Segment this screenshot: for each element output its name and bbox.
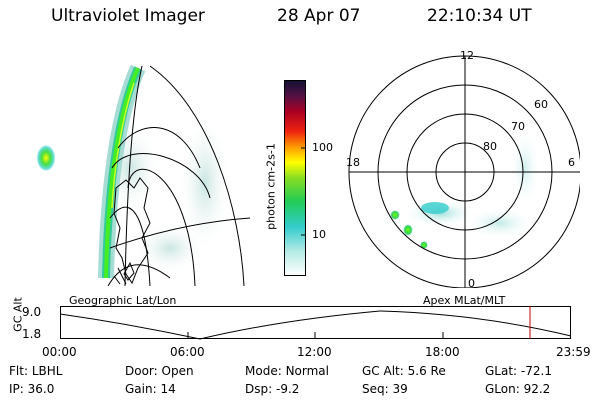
polar-emission (510, 128, 540, 208)
apex-coordinate-label: Apex MLat/MLT (423, 294, 506, 307)
mlt-label-6: 6 (568, 156, 575, 169)
projection-label: Geographic Lat/Lon (69, 294, 177, 307)
door-info: Door: Open (125, 364, 194, 378)
gain-info: Gain: 14 (125, 382, 176, 396)
ip-value: 36.0 (27, 382, 55, 396)
glon-label: GLon: (485, 382, 520, 396)
seq-info: Seq: 39 (362, 382, 408, 396)
gain-value: 14 (160, 382, 176, 396)
coastline (113, 267, 127, 285)
filter-value: LBHL (31, 364, 63, 378)
gain-label: Gain: (125, 382, 157, 396)
auroral-limb-bright (111, 82, 135, 209)
geographic-map-panel (36, 64, 250, 286)
polar-emission (465, 207, 535, 239)
ip-info: IP: 36.0 (9, 382, 54, 396)
mlt-label-12: 12 (460, 49, 474, 62)
coastline (113, 177, 151, 285)
gc-alt-info: GC Alt: 5.6 Re (362, 364, 446, 378)
mode-label: Mode: (245, 364, 282, 378)
auroral-limb-core (104, 67, 140, 279)
door-value: Open (161, 364, 194, 378)
page-title: Ultraviolet Imager (51, 6, 205, 26)
observation-date: 28 Apr 07 (277, 6, 361, 26)
dsp-value: -9.2 (275, 382, 300, 396)
seq-value: 39 (392, 382, 408, 396)
polar-mlat-mlt-plot (348, 55, 580, 288)
dsp-info: Dsp: -9.2 (245, 382, 299, 396)
altitude-tick-max: 9.0 (22, 305, 42, 319)
mode-value: Normal (285, 364, 329, 378)
gc-alt-label: GC Alt: (362, 364, 404, 378)
filter-info: Flt: LBHL (9, 364, 62, 378)
dsp-label: Dsp: (245, 382, 273, 396)
observation-time: 22:10:34 UT (427, 6, 532, 26)
polar-bright-spot (420, 241, 428, 249)
filter-label: Flt: (9, 364, 28, 378)
mlt-label-18: 18 (346, 156, 360, 169)
coastline (123, 261, 135, 281)
time-tick-0000: 00:00 (42, 345, 77, 359)
colorbar-tick-10: 10 (312, 228, 326, 241)
door-label: Door: (125, 364, 158, 378)
mlat-label-70: 70 (511, 120, 525, 133)
mode-info: Mode: Normal (245, 364, 329, 378)
gc-alt-value: 5.6 Re (407, 364, 446, 378)
bright-emission-spot (36, 144, 56, 172)
glat-info: GLat: -72.1 (485, 364, 552, 378)
altitude-tick-min: 1.8 (22, 327, 42, 341)
colorbar-tick-100: 100 (312, 141, 333, 154)
mlat-label-60: 60 (534, 98, 548, 111)
altitude-timeline-plot (60, 306, 572, 340)
glon-value: 92.2 (523, 382, 551, 396)
time-tick-2359: 23:59 (556, 345, 591, 359)
polar-bright-spot (390, 210, 400, 220)
polar-emission-core (421, 202, 449, 214)
geo-grid (107, 65, 250, 286)
glat-label: GLat: (485, 364, 518, 378)
mlat-label-80: 80 (483, 140, 497, 153)
mlt-label-0: 0 (468, 277, 475, 290)
glon-info: GLon: 92.2 (485, 382, 550, 396)
altitude-curve (60, 310, 572, 340)
time-tick-0600: 06:00 (170, 345, 205, 359)
seq-label: Seq: (362, 382, 389, 396)
glat-value: -72.1 (520, 364, 552, 378)
time-tick-1800: 18:00 (425, 345, 460, 359)
colorbar-label: photon cm-2s-1 (264, 143, 278, 230)
intensity-colorbar (284, 80, 306, 276)
ip-label: IP: (9, 382, 24, 396)
polar-bright-spot (403, 224, 413, 236)
emission-haze (135, 223, 205, 273)
time-tick-1200: 12:00 (297, 345, 332, 359)
emission-haze (179, 113, 231, 253)
